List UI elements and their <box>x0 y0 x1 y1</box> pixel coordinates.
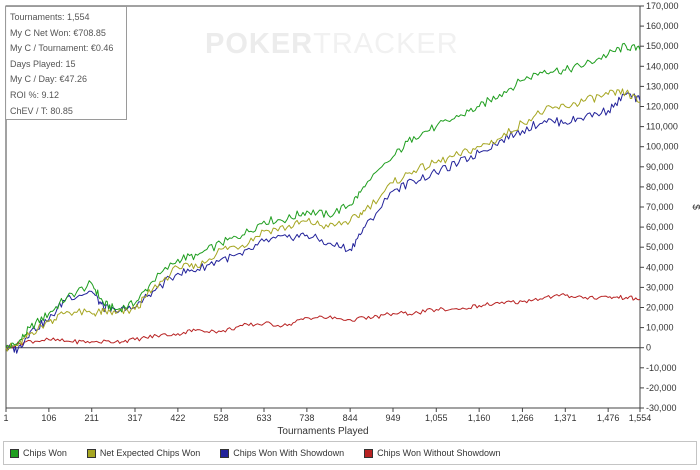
x-tick-label: 106 <box>41 413 56 423</box>
x-tick-label: 1,160 <box>468 413 491 423</box>
y-tick-label: 0 <box>646 343 651 353</box>
legend-item-with-showdown[interactable]: Chips Won With Showdown <box>220 448 344 458</box>
x-tick-label: 949 <box>385 413 400 423</box>
series-with-showdown <box>5 92 641 354</box>
stats-box: Tournaments: 1,554 My C Net Won: €708.85… <box>5 6 127 120</box>
legend-swatch-without-showdown <box>364 448 374 458</box>
x-tick-label: 633 <box>256 413 271 423</box>
legend-swatch-with-showdown <box>220 448 230 458</box>
stat-tournaments: Tournaments: 1,554 <box>10 12 90 22</box>
x-tick-label: 1,371 <box>554 413 577 423</box>
stat-net-won: My C Net Won: €708.85 <box>10 27 106 38</box>
y-tick-label: 160,000 <box>646 21 679 31</box>
x-tick-label: 1,476 <box>597 413 620 423</box>
legend-item-chips-won[interactable]: Chips Won <box>10 448 67 458</box>
y-tick-label: 30,000 <box>646 282 674 292</box>
x-tick-label: 844 <box>343 413 358 423</box>
series-net-expected <box>5 88 641 352</box>
y-tick-label: 140,000 <box>646 61 679 71</box>
pokertracker-watermark: POKERTRACKER <box>205 28 459 61</box>
y-tick-label: 120,000 <box>646 102 679 112</box>
x-tick-label: 422 <box>170 413 185 423</box>
y-tick-label: 90,000 <box>646 162 674 172</box>
y-tick-label: 10,000 <box>646 323 674 333</box>
series-without-showdown <box>5 293 641 349</box>
x-tick-label: 528 <box>214 413 229 423</box>
legend-label-net-expected: Net Expected Chips Won <box>99 448 201 458</box>
x-tick-label: 1,554 <box>629 413 652 423</box>
y-tick-label: 150,000 <box>646 41 679 51</box>
x-axis-label: Tournaments Played <box>277 426 368 437</box>
y-tick-label: 170,000 <box>646 1 679 11</box>
y-tick-label: 80,000 <box>646 182 674 192</box>
x-tick-label: 1,266 <box>511 413 534 423</box>
watermark-part2: TRACKER <box>313 28 459 60</box>
x-tick-label: 317 <box>127 413 142 423</box>
stat-per-day: My C / Day: €47.26 <box>10 74 88 85</box>
y-tick-label: 40,000 <box>646 262 674 272</box>
y-tick-label: 60,000 <box>646 222 674 232</box>
stat-chev: ChEV / T: 80.85 <box>10 105 73 116</box>
y-axis-label: $ <box>690 204 700 210</box>
stat-days-played: Days Played: 15 <box>10 58 76 69</box>
y-tick-label: -10,000 <box>646 363 677 373</box>
watermark-part1: POKER <box>205 28 314 60</box>
legend-item-without-showdown[interactable]: Chips Won Without Showdown <box>364 448 501 458</box>
stat-per-tournament: My C / Tournament: €0.46 <box>10 43 114 54</box>
x-tick-label: 211 <box>85 413 99 423</box>
y-tick-label: 110,000 <box>646 122 678 132</box>
legend-swatch-chips-won <box>10 448 19 458</box>
legend-item-net-expected[interactable]: Net Expected Chips Won <box>86 448 201 458</box>
legend-label-without-showdown: Chips Won Without Showdown <box>377 448 501 458</box>
y-tick-label: 100,000 <box>646 142 679 152</box>
chart-legend: Chips Won Net Expected Chips Won Chips W… <box>3 441 697 465</box>
stat-roi: ROI %: 9.12 <box>10 89 60 100</box>
legend-label-with-showdown: Chips Won With Showdown <box>233 448 345 458</box>
y-tick-label: -20,000 <box>646 383 677 393</box>
x-tick-label: 1,055 <box>425 413 448 423</box>
series-chips-won <box>5 42 641 349</box>
y-tick-label: -30,000 <box>646 403 677 413</box>
x-tick-label: 1 <box>3 413 8 423</box>
legend-swatch-net-expected <box>86 448 96 458</box>
y-tick-label: 20,000 <box>646 303 674 313</box>
legend-label-chips-won: Chips Won <box>23 448 67 458</box>
y-tick-label: 50,000 <box>646 242 674 252</box>
x-tick-label: 738 <box>299 413 314 423</box>
y-tick-label: 70,000 <box>646 202 674 212</box>
y-tick-label: 130,000 <box>646 81 679 91</box>
